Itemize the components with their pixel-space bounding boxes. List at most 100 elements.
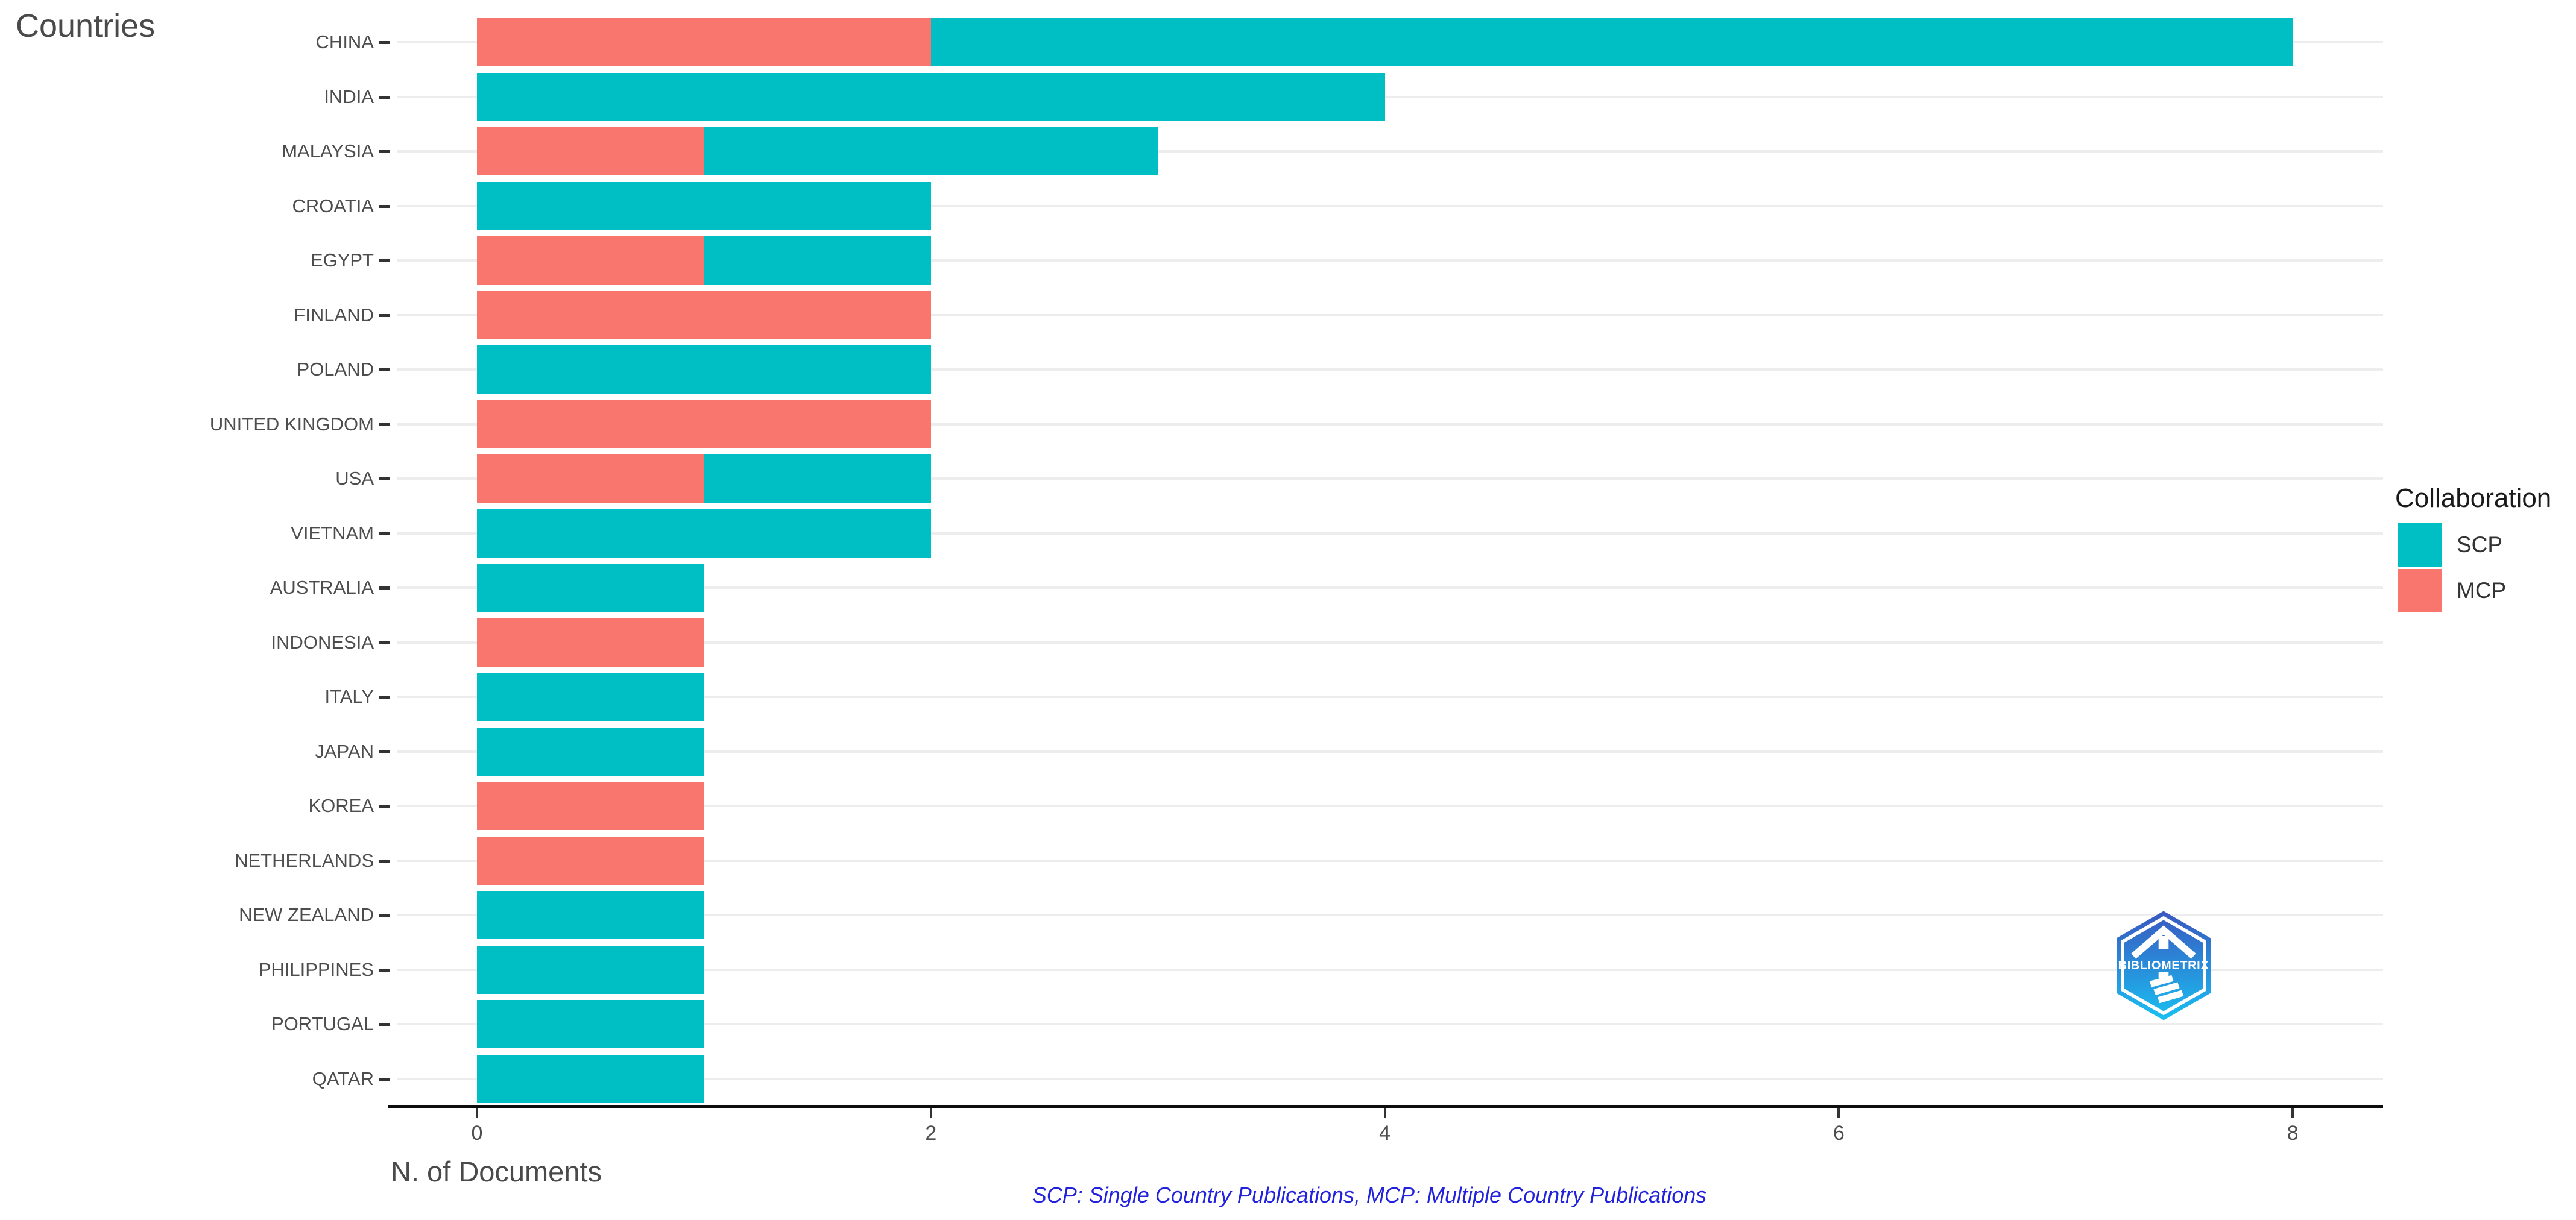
bar-japan-scp: [477, 727, 704, 776]
y-tick-vietnam: [379, 532, 390, 535]
legend-swatch-mcp: [2398, 569, 2442, 612]
logo-lighthouse-lamp: [2158, 936, 2169, 949]
y-tick-netherlands: [379, 859, 390, 863]
y-tick-japan: [379, 750, 390, 753]
y-tick-philippines: [379, 968, 390, 972]
y-axis-title: Countries: [16, 8, 156, 44]
y-tick-croatia: [379, 204, 390, 208]
bar-vietnam-scp: [477, 509, 931, 558]
x-tick-0: [476, 1108, 478, 1118]
x-tick-6: [1837, 1108, 1840, 1118]
gridline: [397, 696, 2383, 698]
category-label-korea: KOREA: [308, 795, 374, 816]
category-label-portugal: PORTUGAL: [271, 1013, 374, 1034]
bar-india-scp: [477, 72, 1385, 121]
logo-step-3: [2158, 990, 2184, 1004]
bar-korea-mcp: [477, 782, 704, 830]
logo-hexagon: [2116, 911, 2211, 1020]
y-tick-indonesia: [379, 641, 390, 644]
category-label-usa: USA: [335, 468, 374, 489]
y-tick-malaysia: [379, 150, 390, 153]
bar-qatar-scp: [477, 1054, 704, 1103]
legend-label-scp: SCP: [2457, 532, 2503, 557]
y-tick-egypt: [379, 259, 390, 262]
category-label-poland: POLAND: [297, 359, 374, 380]
gridline: [397, 204, 2383, 207]
bar-united-kingdom-mcp: [477, 400, 931, 448]
gridline: [397, 477, 2383, 480]
category-label-philippines: PHILIPPINES: [258, 958, 374, 980]
legend-label-mcp: MCP: [2457, 578, 2507, 603]
bar-china-mcp: [477, 18, 931, 66]
category-label-japan: JAPAN: [315, 740, 374, 762]
y-tick-portugal: [379, 1023, 390, 1026]
gridline: [397, 641, 2383, 644]
x-tick-label-0: 0: [471, 1122, 483, 1145]
bibliometrix-logo: BIBLIOMETRIX: [2116, 911, 2211, 1020]
x-axis-title: N. of Documents: [391, 1156, 602, 1187]
bar-malaysia-mcp: [477, 127, 704, 175]
legend-swatch-scp: [2398, 523, 2442, 567]
bar-italy-scp: [477, 673, 704, 721]
y-tick-new-zealand: [379, 914, 390, 917]
y-tick-italy: [379, 696, 390, 699]
gridline: [397, 423, 2383, 426]
gridline: [397, 750, 2383, 753]
category-label-egypt: EGYPT: [310, 250, 374, 271]
logo-step-1: [2149, 975, 2174, 987]
gridline: [397, 968, 2383, 971]
category-label-vietnam: VIETNAM: [291, 522, 374, 544]
gridline: [397, 914, 2383, 916]
y-tick-australia: [379, 586, 390, 590]
bar-croatia-scp: [477, 181, 931, 230]
gridline: [397, 313, 2383, 316]
gridline: [397, 859, 2383, 862]
y-tick-usa: [379, 477, 390, 480]
bar-australia-scp: [477, 564, 704, 612]
category-label-qatar: QATAR: [312, 1068, 374, 1089]
bar-usa-mcp: [477, 454, 704, 503]
bar-indonesia-mcp: [477, 618, 704, 667]
logo-text: BIBLIOMETRIX: [2118, 959, 2209, 972]
bar-egypt-mcp: [477, 236, 704, 285]
x-tick-label-2: 2: [925, 1122, 937, 1145]
bar-malaysia-scp: [704, 127, 1158, 175]
category-label-finland: FINLAND: [294, 304, 374, 325]
category-label-croatia: CROATIA: [292, 195, 374, 216]
y-tick-finland: [379, 313, 390, 317]
logo-step-2: [2153, 982, 2180, 995]
category-label-australia: AUSTRALIA: [270, 577, 374, 598]
gridline: [397, 368, 2383, 371]
bar-egypt-scp: [704, 236, 931, 285]
logo-tower-top: [2158, 972, 2169, 978]
y-tick-india: [379, 95, 390, 99]
x-tick-label-8: 8: [2287, 1122, 2299, 1145]
gridline: [397, 95, 2383, 98]
legend-title: Collaboration: [2395, 483, 2552, 513]
logo-inner-hexagon: [2121, 916, 2206, 1016]
bar-philippines-scp: [477, 945, 704, 994]
y-tick-china: [379, 41, 390, 44]
category-label-india: INDIA: [324, 86, 374, 107]
y-tick-qatar: [379, 1077, 390, 1081]
bar-finland-mcp: [477, 291, 931, 339]
y-tick-poland: [379, 368, 390, 371]
bar-new-zealand-scp: [477, 891, 704, 939]
gridline: [397, 150, 2383, 152]
gridline: [397, 586, 2383, 589]
category-label-netherlands: NETHERLANDS: [235, 849, 374, 871]
gridline: [397, 532, 2383, 535]
x-tick-label-4: 4: [1379, 1122, 1391, 1145]
bar-china-scp: [930, 18, 2293, 66]
logo-lighthouse-roof: [2131, 925, 2196, 959]
bar-portugal-scp: [477, 1000, 704, 1048]
x-tick-4: [1383, 1108, 1386, 1118]
x-tick-8: [2291, 1108, 2294, 1118]
gridline: [397, 1077, 2383, 1080]
y-tick-united-kingdom: [379, 423, 390, 426]
category-label-malaysia: MALAYSIA: [282, 140, 374, 162]
category-label-china: CHINA: [315, 31, 374, 52]
category-label-italy: ITALY: [324, 686, 374, 707]
gridline: [397, 805, 2383, 807]
